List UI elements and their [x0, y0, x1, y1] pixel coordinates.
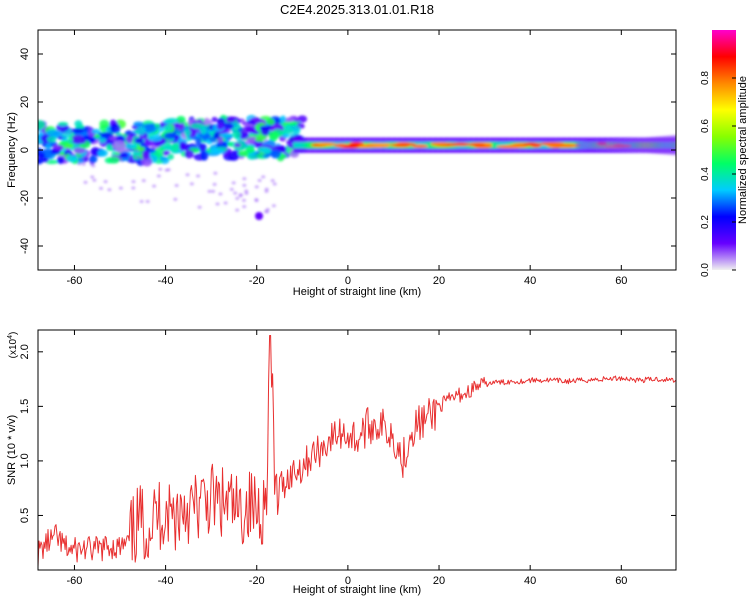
snr-x-tick-label: 60 — [615, 575, 627, 587]
spectrogram-x-ticks: -60 -40 -20 0 20 40 60 — [67, 30, 627, 287]
spectrogram-y-tick-label: -20 — [19, 190, 31, 206]
spectrogram-x-tick-label: 40 — [524, 275, 536, 287]
snr-series-line — [38, 335, 676, 567]
snr-y-tick-label: 0.5 — [19, 508, 31, 523]
snr-plot-area — [38, 330, 676, 570]
colorbar-tick-label: 0.0 — [700, 263, 711, 277]
svg-text:(x104): (x104) — [7, 332, 19, 359]
snr-x-tick-label: -60 — [67, 575, 83, 587]
snr-y-unit-base: (x10 — [8, 338, 19, 358]
spectrogram-y-ticks: -40 -20 0 20 40 — [19, 48, 676, 254]
snr-x-tick-label: -40 — [158, 575, 174, 587]
spectrogram-y-label: Frequency (Hz) — [6, 112, 18, 188]
snr-frame — [37, 329, 677, 571]
snr-y-unit-close: ) — [8, 332, 19, 335]
spectrogram-heatmap — [38, 114, 676, 220]
spectrogram-y-tick-label: 0 — [19, 147, 31, 153]
snr-panel: -60 -40 -20 0 20 40 60 0.5 1.0 1.5 2.0 Height of … — [6, 329, 677, 596]
spectrogram-x-label: Height of straight line (km) — [293, 286, 421, 298]
snr-y-unit: (x104) — [7, 332, 19, 359]
colorbar-tick-label: 0.6 — [700, 119, 711, 133]
spectrogram-y-tick-label: 20 — [19, 96, 31, 108]
spectrogram-x-tick-label: 0 — [345, 275, 351, 287]
colorbar-ticks: 0.0 0.2 0.4 0.6 0.8 — [700, 71, 736, 277]
snr-y-tick-label: 2.0 — [19, 344, 31, 359]
snr-y-tick-label: 1.0 — [19, 453, 31, 468]
snr-y-ticks: 0.5 1.0 1.5 2.0 — [19, 344, 676, 523]
snr-x-tick-label: -20 — [249, 575, 265, 587]
spectrogram-x-tick-label: -60 — [67, 275, 83, 287]
spectrogram-x-tick-label: -20 — [249, 275, 265, 287]
colorbar-tick-label: 0.8 — [700, 71, 711, 85]
spectrogram-y-tick-label: -40 — [19, 238, 31, 254]
snr-y-label: SNR (10 * v/v) — [6, 415, 18, 485]
snr-x-label: Height of straight line (km) — [293, 584, 421, 596]
snr-x-ticks: -60 -40 -20 0 20 40 60 — [67, 330, 627, 587]
spectrogram-x-tick-label: 20 — [433, 275, 445, 287]
snr-y-unit-exponent: 4 — [7, 335, 14, 339]
colorbar: 0.0 0.2 0.4 0.6 0.8 Normalized spectral ampl… — [700, 30, 749, 277]
spectrogram-y-tick-label: 40 — [19, 48, 31, 60]
spectrogram-x-tick-label: 60 — [615, 275, 627, 287]
colorbar-tick-label: 0.2 — [700, 215, 711, 229]
colorbar-tick-label: 0.4 — [700, 167, 711, 181]
snr-x-tick-label: 20 — [433, 575, 445, 587]
figure-title: C2E4.2025.313.01.01.R18 — [280, 2, 434, 17]
snr-x-tick-label: 40 — [524, 575, 536, 587]
spectrogram-panel: -60 -40 -20 0 20 40 60 -40 -20 0 20 40 Height of s… — [6, 29, 677, 298]
snr-y-tick-label: 1.5 — [19, 399, 31, 414]
colorbar-label: Normalized spectral amplitude — [737, 76, 749, 224]
colorbar-bar — [712, 30, 736, 270]
spectrogram-x-tick-label: -40 — [158, 275, 174, 287]
snr-x-tick-label: 0 — [345, 575, 351, 587]
